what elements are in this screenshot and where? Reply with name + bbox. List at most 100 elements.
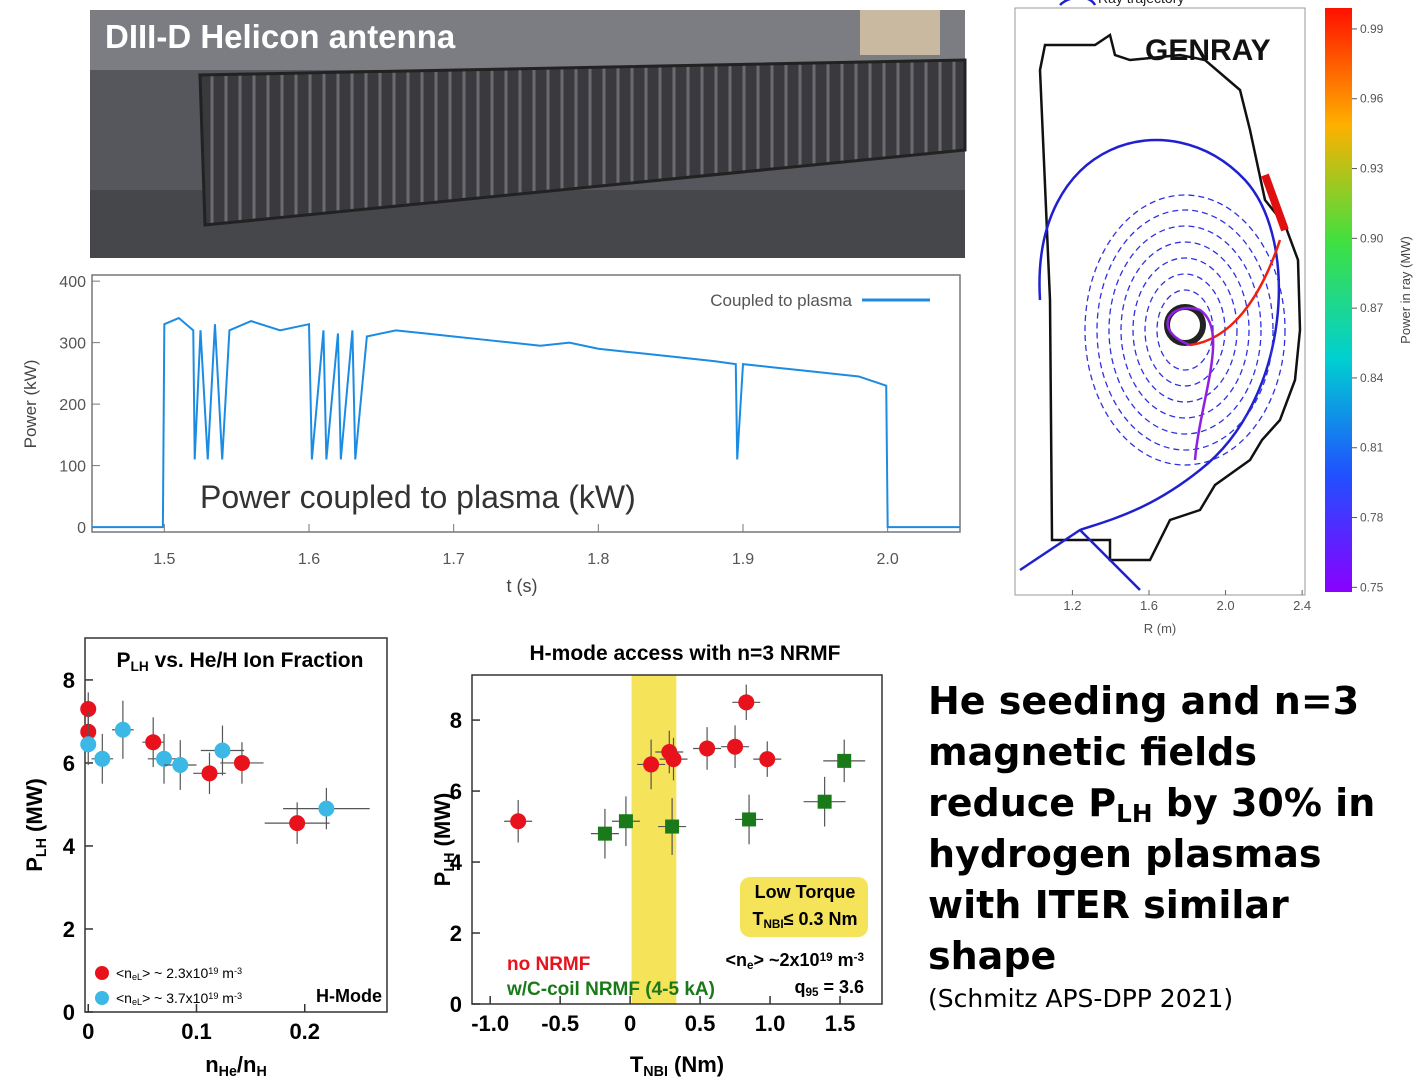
x-tick-label: 2.4 [1293, 598, 1311, 613]
text-part: LH [1116, 799, 1153, 829]
annotation: Low Torque [755, 882, 856, 902]
y-tick-label: 200 [59, 397, 86, 414]
text-part: m [218, 990, 234, 1006]
point [156, 750, 173, 767]
text-part: ≤ 0.3 Nm [784, 909, 858, 929]
text-part: LH [34, 838, 50, 857]
text-part: T [752, 909, 763, 929]
chart-title: PLH vs. He/H Ion Fraction [117, 649, 364, 674]
y-tick-label: 4 [63, 834, 76, 859]
point [699, 740, 716, 757]
text-part: (MW) [22, 778, 47, 838]
y-tick-label: 2 [63, 917, 75, 942]
colorbar-tick-label: 0.87 [1360, 301, 1384, 315]
point [172, 757, 189, 774]
y-tick-label: 300 [59, 336, 86, 353]
point [618, 814, 633, 829]
text-part: Low Torque [755, 882, 856, 902]
text-part: He seeding and n=3 magnetic fields reduc… [928, 679, 1360, 825]
colorbar-tick-label: 0.93 [1360, 162, 1384, 176]
x-axis-label: t (s) [507, 576, 538, 596]
text-part: H-mode access with n=3 NRMF [530, 642, 841, 665]
point [201, 765, 218, 782]
x-axis-label: TNBI (Nm) [630, 1052, 724, 1079]
text-part: m [218, 965, 234, 981]
y-tick-label: 2 [450, 921, 462, 946]
legend-marker [95, 966, 109, 980]
summary: He seeding and n=3 magnetic fields reduc… [928, 676, 1408, 982]
point [318, 800, 335, 817]
colorbar-tick-label: 0.99 [1360, 22, 1384, 36]
point [665, 751, 682, 768]
point [80, 736, 97, 753]
annotation-box [740, 877, 868, 937]
point [759, 751, 776, 768]
text-part: <n [116, 990, 132, 1006]
point [643, 756, 660, 773]
annotation: <ne> ~2x1019 m-3 [725, 950, 864, 972]
legend-label: <neL> ~ 2.3x1019 m-3 [116, 965, 242, 982]
text-part: He [219, 1064, 237, 1079]
text-part: n [205, 1052, 218, 1077]
text-part: > ~ 3.7x10 [142, 990, 208, 1006]
map-title: GENRAY [1145, 34, 1271, 67]
chart-title: H-mode access with n=3 NRMF [530, 642, 841, 665]
text-part: LH [442, 853, 458, 872]
point [727, 738, 744, 755]
text-part: -3 [854, 951, 865, 964]
x-tick-label: 1.5 [153, 551, 175, 568]
point [145, 734, 162, 751]
text-part: w/C-coil NRMF (4-5 kA) [506, 979, 715, 1000]
point [114, 721, 131, 738]
colorbar [1325, 8, 1352, 592]
text-part: 19 [820, 951, 834, 964]
point [94, 750, 111, 767]
colorbar-tick-label: 0.84 [1360, 371, 1384, 385]
y-tick-label: 6 [63, 751, 75, 776]
y-axis-label: PLH (MW) [430, 793, 458, 887]
text-part: /n [237, 1052, 257, 1077]
genray-geometry [1019, 0, 1302, 591]
y-tick-label: 0 [450, 992, 462, 1017]
x-tick-label: 1.5 [825, 1011, 856, 1036]
x-tick-label: 0 [82, 1019, 94, 1044]
point [289, 815, 306, 832]
text-part: eL [132, 972, 142, 982]
point [742, 812, 757, 827]
text-part: <n [116, 965, 132, 981]
colorbar-tick-label: 0.90 [1360, 231, 1384, 245]
text-part: H-Mode [316, 986, 382, 1006]
point [817, 794, 832, 809]
legend-label: Ray trajectory [1098, 0, 1184, 6]
text-part: T [630, 1052, 644, 1077]
annotation: q95 = 3.6 [794, 977, 864, 999]
point [837, 753, 852, 768]
point [214, 742, 231, 759]
legend-label: <neL> ~ 3.7x1019 m-3 [116, 990, 242, 1007]
x-tick-label: 1.7 [443, 551, 465, 568]
text-part: (MW) [430, 793, 455, 853]
colorbar-label: Power in ray (MW) [1398, 236, 1413, 344]
x-tick-label: 1.0 [755, 1011, 786, 1036]
y-tick-label: 8 [450, 708, 462, 733]
text-part: 19 [208, 966, 218, 976]
text-part: P [430, 872, 455, 887]
x-tick-label: 1.6 [1140, 598, 1158, 613]
antenna-photo: DIII-D Helicon antenna [90, 10, 967, 258]
text-part: m [833, 950, 854, 970]
text-part: by 30% in hydrogen plasmas with ITER sim… [928, 781, 1376, 978]
y-tick-label: 6 [450, 779, 462, 804]
text-part: no NRMF [507, 954, 590, 975]
point [738, 694, 755, 711]
text-part: -3 [234, 991, 242, 1001]
y-axis-label: PLH (MW) [22, 778, 50, 872]
colorbar-tick-label: 0.78 [1360, 511, 1384, 525]
legend-label: w/C-coil NRMF (4-5 kA) [506, 979, 715, 1000]
y-tick-label: 4 [450, 850, 463, 875]
colorbar-tick-label: 0.96 [1360, 92, 1384, 106]
plot-frame [471, 674, 883, 1005]
x-tick-label: 0.2 [289, 1019, 320, 1044]
text-part: = 3.6 [818, 977, 864, 997]
